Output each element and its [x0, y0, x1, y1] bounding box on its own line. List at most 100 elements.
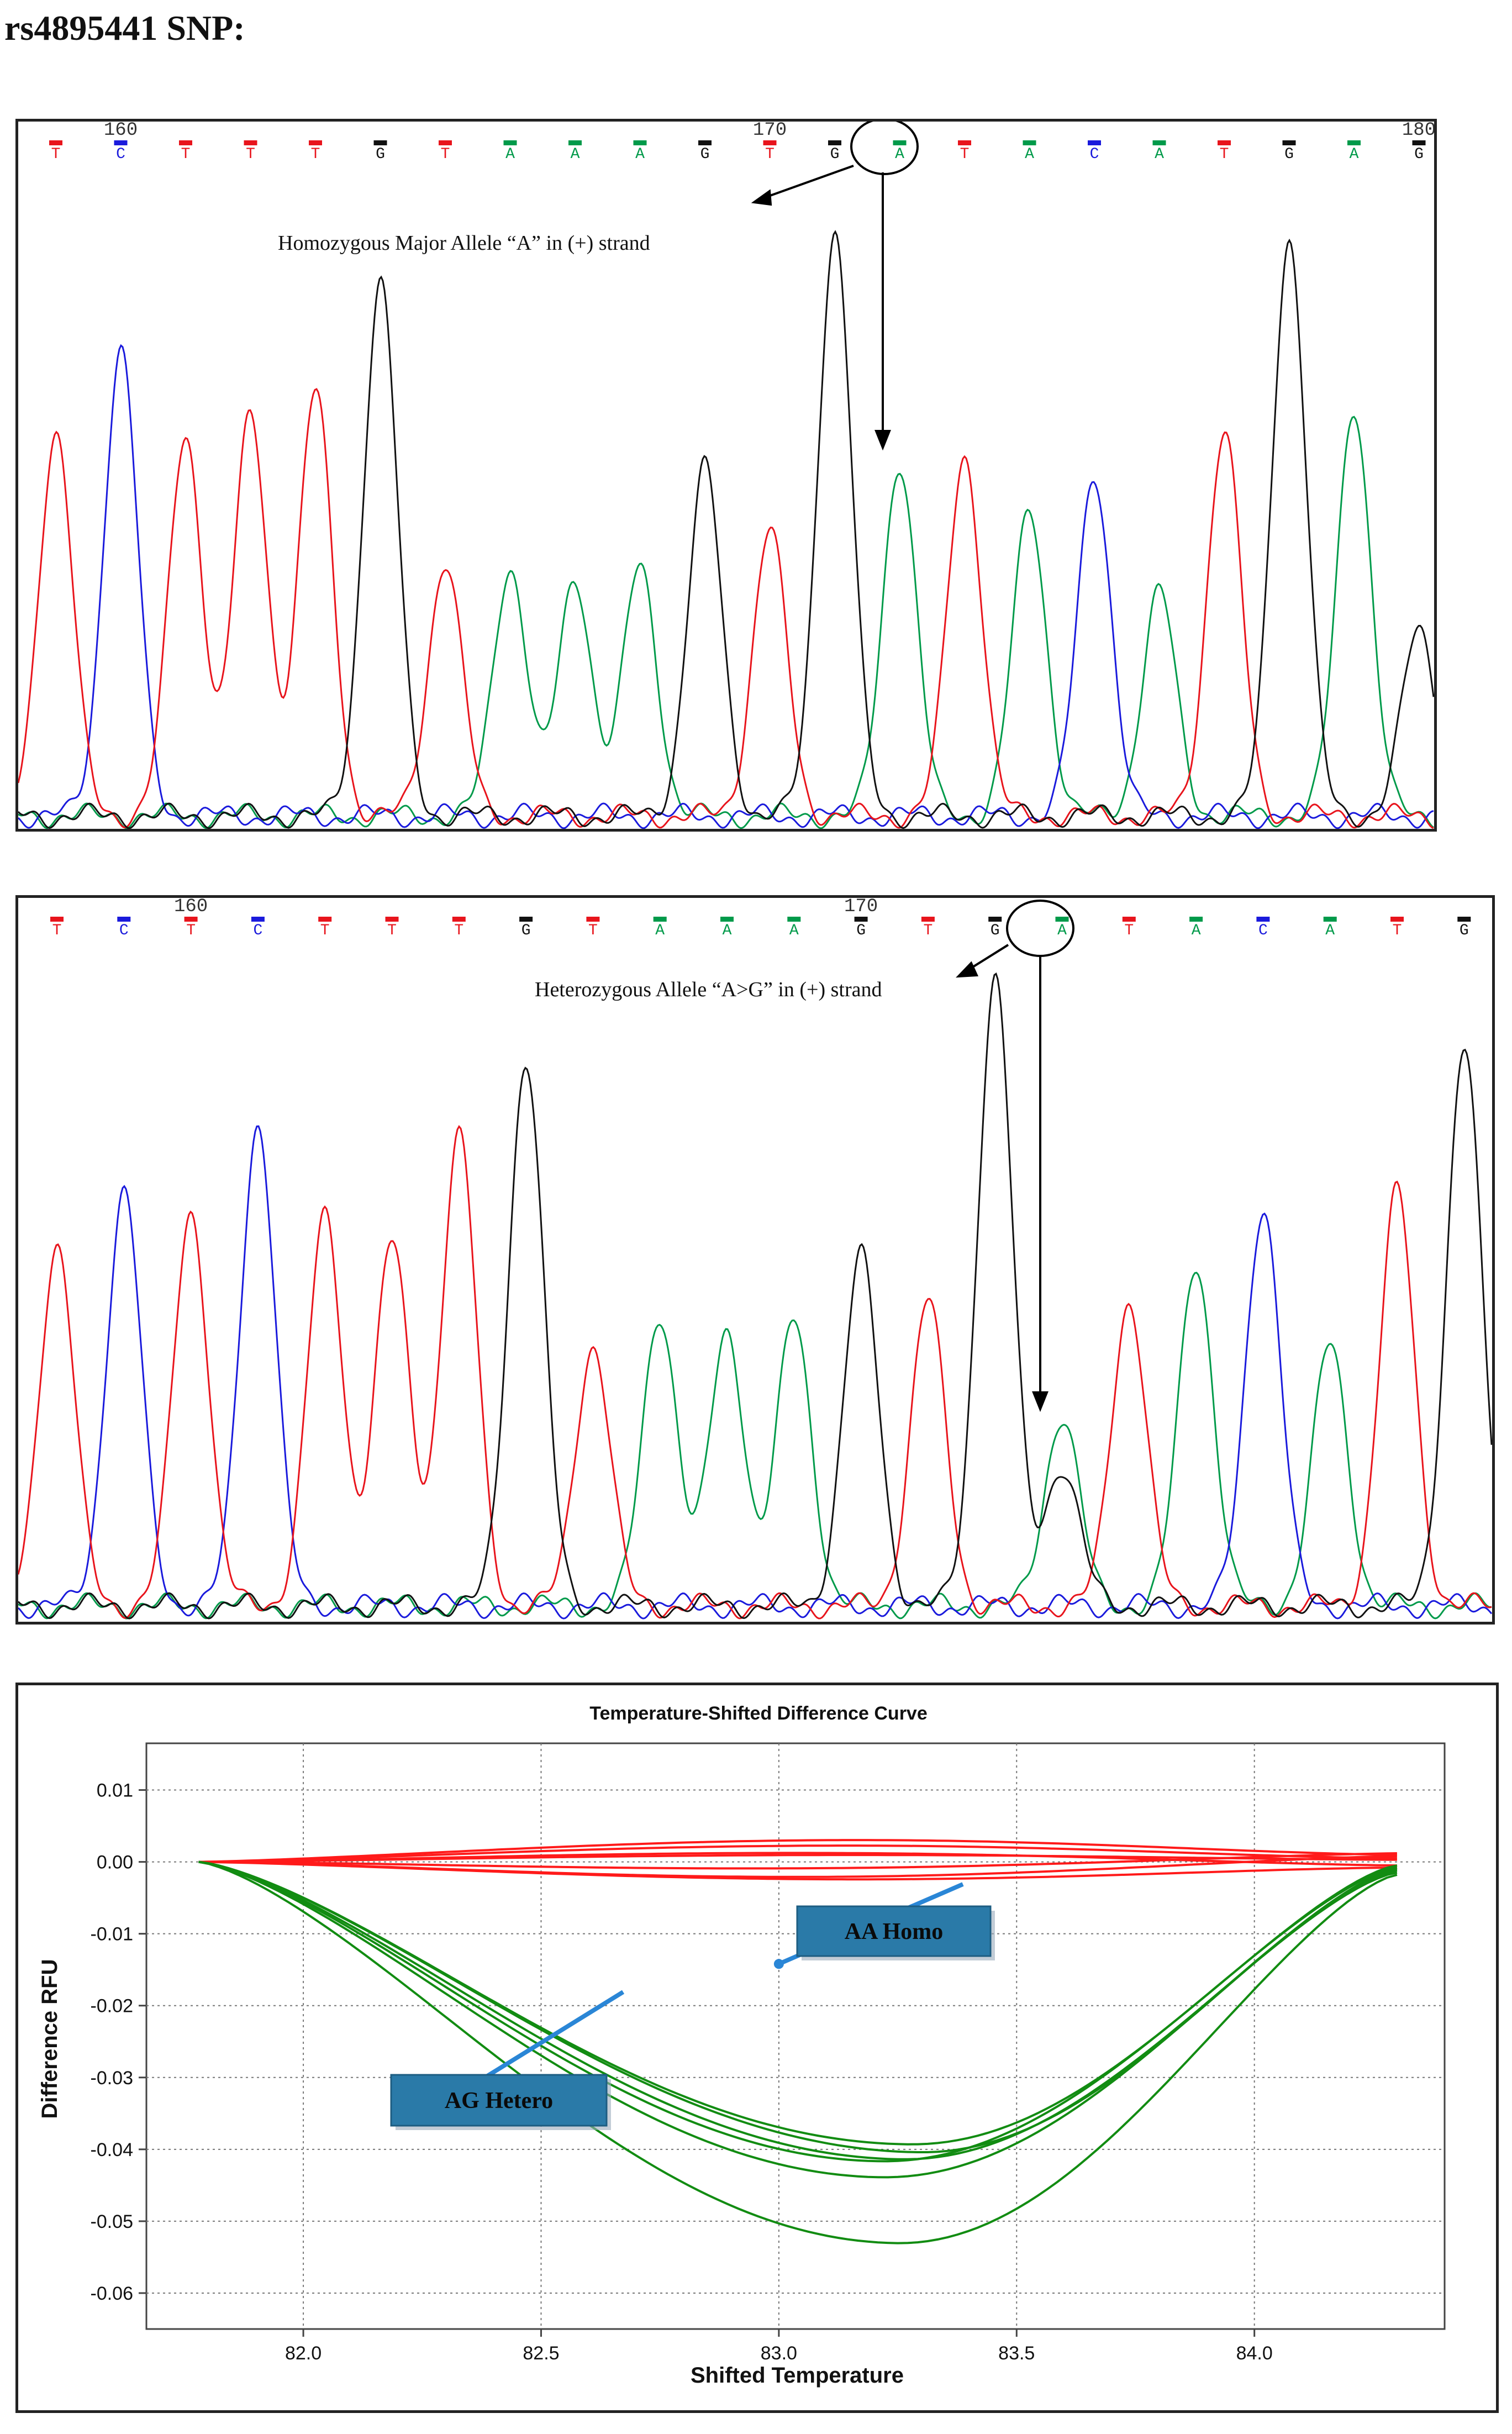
y-tick-label: -0.03: [91, 2068, 134, 2089]
quality-marker: [1457, 917, 1471, 922]
trace-C: [18, 344, 1434, 829]
x-tick-label: 82.0: [285, 2343, 322, 2364]
base-call: G: [376, 146, 385, 163]
base-call: T: [923, 922, 933, 939]
quality-marker: [385, 917, 399, 922]
quality-marker: [1390, 917, 1404, 922]
base-call: G: [700, 146, 710, 163]
base-call: T: [320, 922, 330, 939]
chart-title: Temperature-Shifted Difference Curve: [589, 1703, 928, 1724]
curve-ag-hetero: [198, 1860, 1398, 2163]
quality-marker: [763, 140, 777, 145]
quality-marker: [452, 917, 466, 922]
base-call-header: 160170180TCTCTTTGTAAAGTGATACATG: [50, 898, 1471, 939]
quality-marker: [958, 140, 971, 145]
base-call: A: [723, 922, 732, 939]
quality-marker: [117, 917, 131, 922]
annotation-arrow: [763, 165, 854, 199]
arrowhead-icon: [751, 189, 772, 206]
curve-aa-homo: [198, 1844, 1397, 1863]
base-call: G: [830, 146, 840, 163]
quality-marker: [586, 917, 600, 922]
base-call: A: [655, 922, 665, 939]
base-call: A: [635, 146, 645, 163]
position-number: 170: [753, 122, 787, 141]
base-call: T: [441, 146, 450, 163]
trace-lines: [18, 972, 1492, 1620]
curve-ag-hetero: [198, 1860, 1398, 2244]
quality-marker: [184, 917, 198, 922]
base-call: T: [588, 922, 598, 939]
arrowhead-icon: [956, 961, 979, 978]
base-call: A: [1057, 922, 1067, 939]
quality-marker: [568, 140, 582, 145]
curve-aa-homo: [198, 1860, 1397, 1881]
quality-marker: [1218, 140, 1231, 145]
quality-marker: [1023, 140, 1036, 145]
annotation-arrows: [956, 900, 1074, 1412]
arrowhead-icon: [773, 1959, 784, 1969]
quality-marker: [1055, 917, 1069, 922]
x-tick-labels: 82.0 82.5 83.0 83.5 84.0: [285, 2343, 1273, 2364]
base-call: T: [454, 922, 463, 939]
y-tick-label: -0.01: [91, 1924, 134, 1945]
base-call: A: [1350, 146, 1359, 163]
base-call: T: [1220, 146, 1229, 163]
base-call: A: [571, 146, 580, 163]
quality-marker: [503, 140, 517, 145]
quality-marker: [787, 917, 801, 922]
curves: [198, 1839, 1398, 2244]
x-tick-label: 84.0: [1236, 2343, 1273, 2364]
y-axis-label: Difference RFU: [38, 1959, 62, 2119]
trace-T: [18, 1125, 1492, 1620]
quality-marker: [1189, 917, 1203, 922]
quality-marker: [720, 917, 734, 922]
quality-marker: [318, 917, 332, 922]
quality-marker: [921, 917, 935, 922]
trace-C: [18, 1125, 1492, 1620]
curve-aa-homo: [198, 1852, 1397, 1870]
trace-T: [18, 388, 1434, 829]
annotation-box: [390, 2074, 608, 2127]
quality-marker: [1152, 140, 1166, 145]
quality-marker: [1282, 140, 1296, 145]
base-call: G: [521, 922, 531, 939]
curve-aa-homo: [198, 1839, 1397, 1863]
base-call: T: [960, 146, 970, 163]
x-tick-label: 82.5: [523, 2343, 559, 2364]
base-call: T: [51, 146, 61, 163]
base-call: A: [505, 146, 515, 163]
annotation-arrows: [751, 122, 919, 451]
trace-A: [18, 416, 1434, 829]
base-call: A: [1025, 146, 1034, 163]
y-tick-label: -0.02: [91, 1996, 134, 2017]
quality-marker: [1412, 140, 1426, 145]
trace-G: [18, 230, 1434, 829]
base-call: A: [1325, 922, 1335, 939]
annotation-box: [796, 1905, 992, 1957]
trace-A: [18, 1271, 1492, 1620]
base-call: G: [1414, 146, 1424, 163]
annotation-arrow: [967, 944, 1009, 971]
curve-ag-hetero: [198, 1860, 1398, 2179]
page-title: rs4895441 SNP:: [4, 8, 245, 48]
curve-aa-homo: [198, 1854, 1397, 1863]
homozygous-annotation: Homozygous Major Allele “A” in (+) stran…: [278, 232, 650, 255]
position-number: 160: [104, 122, 138, 141]
trace-lines: [18, 230, 1434, 829]
difference-curve-chart: Temperature-Shifted Difference Curve 82.…: [38, 1703, 1446, 2388]
quality-marker: [854, 917, 868, 922]
position-number: 160: [174, 898, 208, 917]
position-number: 180: [1402, 122, 1434, 141]
base-call: C: [116, 146, 125, 163]
base-call: T: [1393, 922, 1402, 939]
heterozygous-annotation: Heterozygous Allele “A>G” in (+) strand: [535, 978, 882, 1001]
quality-marker: [251, 917, 265, 922]
base-call: T: [52, 922, 62, 939]
base-call: T: [186, 922, 196, 939]
quality-marker: [244, 140, 257, 145]
x-tick-label: 83.5: [998, 2343, 1035, 2364]
base-call: G: [856, 922, 866, 939]
arrowhead-icon: [1032, 1391, 1049, 1412]
quality-marker: [49, 140, 62, 145]
